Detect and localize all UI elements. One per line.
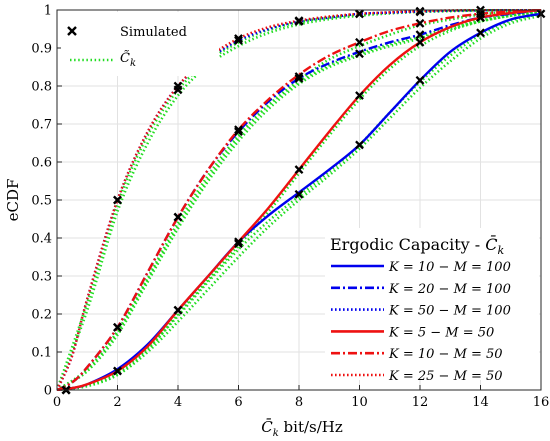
- x-tick-label: 16: [533, 395, 550, 410]
- simulated-marker: [113, 322, 122, 332]
- simulated-marker: [234, 239, 243, 249]
- y-tick-label: 0.1: [31, 346, 52, 361]
- x-tick-label: 4: [174, 395, 182, 410]
- y-tick-label: 0.3: [31, 270, 52, 285]
- legend-simulated-marker: [67, 26, 77, 36]
- x-tick-label: 12: [412, 395, 429, 410]
- simulated-marker: [355, 37, 364, 47]
- y-axis-label: eCDF: [4, 179, 22, 222]
- x-tick-label: 6: [234, 395, 242, 410]
- legend-top-left: Simulated C̃k: [61, 12, 219, 76]
- approx-curve: [57, 10, 541, 391]
- x-tick-label: 0: [53, 395, 61, 410]
- legend-label: K = 5 − M = 50: [388, 325, 494, 340]
- legend-top-left-box: [61, 12, 219, 76]
- simulated-marker: [415, 75, 425, 85]
- simulated-marker: [234, 237, 243, 247]
- simulated-marker: [234, 125, 243, 135]
- y-tick-label: 0.7: [31, 118, 52, 133]
- legend-title: Ergodic Capacity - C̄k: [330, 233, 505, 257]
- simulated-marker: [476, 9, 485, 19]
- x-tick-label: 2: [113, 395, 121, 410]
- x-tick-labels: 0 2 4 6 8 10 12 14 16: [53, 385, 549, 410]
- simulated-marker: [415, 30, 425, 40]
- y-tick-label: 0.6: [31, 156, 52, 171]
- approx-curve: [57, 9, 541, 391]
- legend-bottom-right: Ergodic Capacity - C̄k K = 10 − M = 100K…: [325, 228, 539, 384]
- x-axis-label: C̄k bit/s/Hz: [261, 418, 343, 439]
- series-curve: [57, 12, 541, 391]
- approximation-curves: [57, 9, 541, 391]
- simulated-marker: [294, 189, 304, 199]
- legend-label: K = 50 − M = 100: [388, 304, 511, 319]
- legend-rows: K = 10 − M = 100 K = 20 − M = 100 K = 50 −…: [331, 260, 511, 384]
- x-axis-label-symbol: C̄: [261, 418, 273, 436]
- simulated-marker: [294, 16, 304, 26]
- legend-label: K = 10 − M = 50: [388, 347, 503, 362]
- series-curve: [57, 9, 541, 391]
- approx-curve: [57, 9, 541, 391]
- series-curve: [57, 9, 541, 391]
- legend-label: K = 10 − M = 100: [388, 260, 511, 275]
- simulated-marker: [173, 305, 183, 315]
- y-tick-label: 1: [44, 4, 52, 19]
- legend-simulated-label: Simulated: [120, 25, 187, 40]
- simulated-marker: [234, 34, 243, 43]
- simulated-marker: [234, 35, 243, 45]
- x-tick-label: 10: [351, 395, 368, 410]
- simulated-marker: [294, 165, 304, 175]
- simulated-marker: [355, 49, 364, 59]
- legend-label: K = 25 − M = 50: [388, 369, 503, 384]
- simulated-marker: [355, 140, 364, 150]
- x-axis-label-subscript: k: [273, 428, 279, 439]
- simulated-marker: [294, 73, 304, 83]
- legend-label: K = 20 − M = 100: [388, 282, 511, 297]
- y-tick-label: 0.9: [31, 42, 52, 57]
- y-tick-labels: 0 0.1 0.2 0.3 0.4 0.5 0.6 0.7 0.8 0.9 1: [31, 4, 62, 399]
- approx-curve: [57, 12, 541, 391]
- simulated-marker: [355, 91, 364, 100]
- x-tick-label: 8: [295, 395, 303, 410]
- x-axis-label-unit: bit/s/Hz: [279, 418, 343, 436]
- y-tick-label: 0.8: [31, 80, 52, 95]
- simulated-marker: [415, 37, 425, 47]
- series-curve: [57, 9, 541, 391]
- simulated-marker: [113, 195, 122, 205]
- simulated-marker: [173, 212, 183, 222]
- simulated-marker: [415, 18, 425, 28]
- approx-curve: [57, 9, 541, 391]
- y-tick-label: 0.4: [31, 232, 52, 247]
- x-tick-label: 14: [472, 395, 489, 410]
- simulated-marker: [355, 9, 364, 19]
- simulated-marker: [415, 6, 425, 16]
- y-tick-label: 0: [44, 384, 52, 399]
- simulated-marker: [476, 28, 485, 38]
- simulated-marker: [234, 127, 243, 137]
- legend-approx-label: C̃k: [120, 50, 136, 69]
- simulated-marker: [173, 81, 183, 91]
- y-tick-label: 0.2: [31, 308, 52, 323]
- simulated-marker: [294, 72, 304, 81]
- y-tick-label: 0.5: [31, 194, 52, 209]
- legend-bottom-right-box: [325, 228, 539, 380]
- simulated-marker: [113, 366, 122, 376]
